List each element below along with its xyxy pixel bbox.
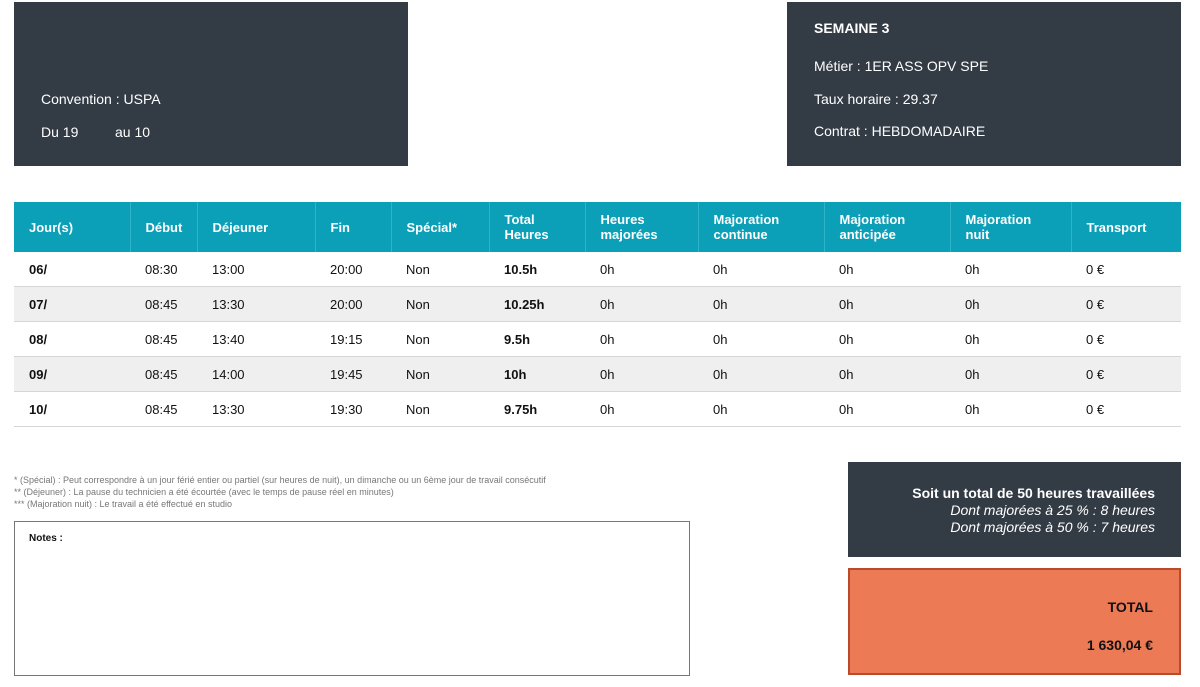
cell-nuit: 0h — [950, 286, 1071, 322]
cell-fin: 20:00 — [315, 252, 391, 287]
convention-label: Convention : USPA — [41, 91, 161, 107]
cell-total: 10h — [489, 356, 585, 392]
cell-debut: 08:45 — [130, 286, 197, 322]
cell-fin: 19:45 — [315, 356, 391, 392]
column-header: Majoration continue — [697, 202, 824, 252]
footnote: ** (Déjeuner) : La pause du technicien a… — [14, 487, 394, 497]
cell-anticipee: 0h — [824, 391, 950, 427]
cell-debut: 08:30 — [130, 252, 197, 287]
column-header: Total Heures — [488, 202, 585, 252]
cell-majorees: 0h — [585, 286, 698, 322]
column-header: Jour(s) — [14, 202, 130, 252]
hourly-rate-label: Taux horaire : 29.37 — [814, 91, 938, 107]
cell-day: 08/ — [14, 321, 130, 357]
cell-anticipee: 0h — [824, 252, 950, 287]
cell-transport: 0 € — [1071, 356, 1181, 392]
summary-overtime-50: Dont majorées à 50 % : 7 heures — [950, 519, 1155, 535]
footnote: * (Spécial) : Peut correspondre à un jou… — [14, 475, 546, 485]
contract-info-panel: Convention : USPA Du 19 au 10 — [14, 2, 408, 166]
hours-summary: Soit un total de 50 heures travaillées D… — [848, 462, 1181, 557]
cell-dejeuner: 13:40 — [197, 321, 315, 357]
cell-majorees: 0h — [585, 391, 698, 427]
cell-nuit: 0h — [950, 252, 1071, 287]
metier-label: Métier : 1ER ASS OPV SPE — [814, 58, 989, 74]
cell-dejeuner: 13:30 — [197, 286, 315, 322]
cell-transport: 0 € — [1071, 286, 1181, 322]
timesheet-table: Jour(s) Début Déjeuner Fin Spécial* Total Heur… — [14, 202, 1181, 427]
week-info-panel: SEMAINE 3 Métier : 1ER ASS OPV SPE Taux … — [787, 2, 1181, 166]
period-from: Du 19 — [41, 124, 79, 140]
table-row: 06/08:30 13:00 20:00 Non 10.5h 0h 0h 0h 0h 0 € — [14, 252, 1181, 287]
cell-majorees: 0h — [585, 321, 698, 357]
cell-total: 10.5h — [489, 252, 585, 287]
cell-nuit: 0h — [950, 321, 1071, 357]
cell-debut: 08:45 — [130, 391, 197, 427]
table-body: 06/08:30 13:00 20:00 Non 10.5h 0h 0h 0h 0h 0 €07/… — [14, 252, 1181, 427]
cell-special: Non — [391, 391, 489, 427]
cell-special: Non — [391, 356, 489, 392]
column-header: Début — [129, 202, 197, 252]
cell-dejeuner: 14:00 — [197, 356, 315, 392]
total-amount: 1 630,04 € — [1086, 637, 1153, 653]
notes-field[interactable]: Notes : — [14, 521, 690, 676]
total-label: TOTAL — [1107, 599, 1153, 615]
period-range: Du 19 au 10 — [41, 124, 150, 140]
summary-total-hours: Soit un total de 50 heures travaillées — [912, 485, 1155, 501]
cell-fin: 19:30 — [315, 391, 391, 427]
cell-majorees: 0h — [585, 252, 698, 287]
cell-continue: 0h — [698, 356, 824, 392]
cell-dejeuner: 13:00 — [197, 252, 315, 287]
cell-day: 09/ — [14, 356, 130, 392]
column-header: Spécial* — [390, 202, 489, 252]
cell-majorees: 0h — [585, 356, 698, 392]
cell-debut: 08:45 — [130, 356, 197, 392]
cell-day: 07/ — [14, 286, 130, 322]
cell-nuit: 0h — [950, 356, 1071, 392]
column-header: Majoration anticipée — [823, 202, 950, 252]
footnotes: * (Spécial) : Peut correspondre à un jou… — [14, 474, 546, 510]
cell-continue: 0h — [698, 321, 824, 357]
table-row: 07/08:45 13:30 20:00 Non 10.25h 0h 0h 0h 0h 0 € — [14, 286, 1181, 322]
table-row: 10/08:45 13:30 19:30 Non 9.75h 0h 0h 0h 0h 0 € — [14, 391, 1181, 427]
cell-special: Non — [391, 286, 489, 322]
summary-overtime-25: Dont majorées à 25 % : 8 heures — [950, 502, 1155, 518]
cell-anticipee: 0h — [824, 321, 950, 357]
column-header: Déjeuner — [196, 202, 315, 252]
cell-anticipee: 0h — [824, 356, 950, 392]
cell-transport: 0 € — [1071, 321, 1181, 357]
column-header: Fin — [314, 202, 391, 252]
contract-type-label: Contrat : HEBDOMADAIRE — [814, 123, 986, 139]
cell-nuit: 0h — [950, 391, 1071, 427]
cell-fin: 20:00 — [315, 286, 391, 322]
cell-special: Non — [391, 252, 489, 287]
cell-transport: 0 € — [1071, 252, 1181, 287]
cell-anticipee: 0h — [824, 286, 950, 322]
period-to: au 10 — [115, 124, 151, 140]
cell-transport: 0 € — [1071, 391, 1181, 427]
total-amount-panel: TOTAL 1 630,04 € — [848, 568, 1181, 675]
notes-label: Notes : — [29, 533, 63, 544]
cell-continue: 0h — [698, 286, 824, 322]
week-title: SEMAINE 3 — [814, 20, 890, 36]
cell-special: Non — [391, 321, 489, 357]
cell-continue: 0h — [698, 252, 824, 287]
cell-total: 9.75h — [489, 391, 585, 427]
cell-debut: 08:45 — [130, 321, 197, 357]
cell-continue: 0h — [698, 391, 824, 427]
cell-day: 06/ — [14, 252, 130, 287]
footnote: *** (Majoration nuit) : Le travail a été… — [14, 499, 232, 509]
column-header: Transport — [1070, 202, 1181, 252]
table-header-row: Jour(s) Début Déjeuner Fin Spécial* Total Heur… — [14, 202, 1181, 252]
column-header: Heures majorées — [584, 202, 698, 252]
cell-total: 9.5h — [489, 321, 585, 357]
cell-total: 10.25h — [489, 286, 585, 322]
table-row: 08/08:45 13:40 19:15 Non 9.5h 0h 0h 0h 0h 0 € — [14, 321, 1181, 357]
cell-day: 10/ — [14, 391, 130, 427]
cell-fin: 19:15 — [315, 321, 391, 357]
column-header: Majoration nuit — [949, 202, 1071, 252]
table-row: 09/08:45 14:00 19:45 Non 10h 0h 0h 0h 0h 0 € — [14, 356, 1181, 392]
cell-dejeuner: 13:30 — [197, 391, 315, 427]
